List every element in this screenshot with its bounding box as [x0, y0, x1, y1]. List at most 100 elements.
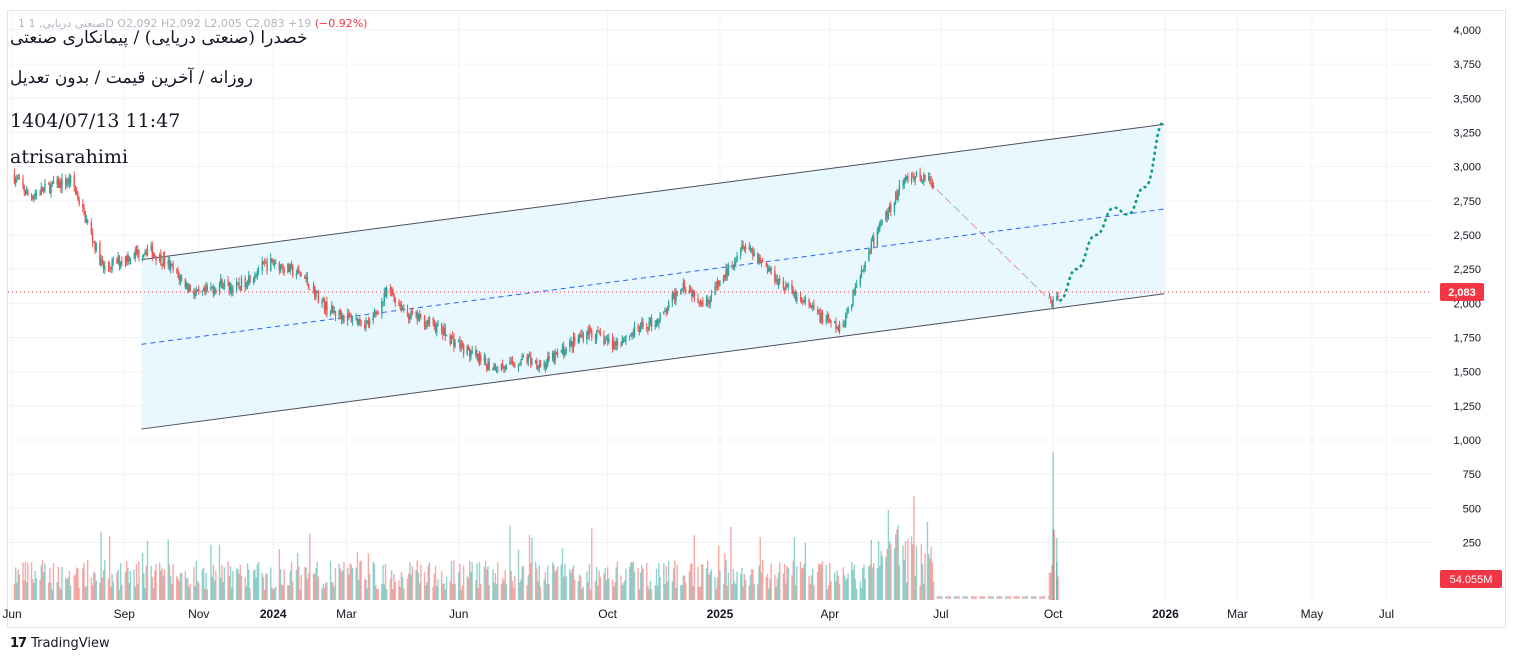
candle	[154, 254, 156, 256]
candle	[161, 264, 163, 266]
volume-bar	[138, 561, 140, 600]
candle	[1033, 283, 1035, 285]
candle	[420, 314, 422, 316]
volume-bar	[536, 568, 538, 600]
volume-bar	[924, 553, 926, 600]
candle	[338, 310, 340, 317]
candle	[278, 262, 281, 271]
candle	[458, 341, 460, 343]
volume-bar	[210, 544, 212, 600]
volume-bar	[733, 581, 736, 600]
candle	[510, 360, 512, 362]
candle	[459, 341, 461, 349]
volume-bar	[530, 562, 532, 600]
legend-symbol: 1 صنعتی دریایی, 1D	[18, 17, 114, 30]
volume-bar	[34, 570, 36, 600]
candle	[735, 261, 737, 263]
volume-bar	[843, 574, 846, 600]
candle	[793, 292, 796, 294]
candle	[91, 232, 94, 242]
volume-bar	[357, 579, 360, 600]
volume-bar	[672, 568, 675, 600]
volume-bar	[509, 525, 511, 600]
candle	[453, 337, 455, 347]
volume-bar	[819, 564, 821, 600]
candle	[187, 283, 189, 291]
volume-bar	[372, 561, 374, 600]
candle	[58, 181, 61, 188]
volume-bar	[287, 585, 289, 600]
candle	[650, 318, 653, 328]
volume-bar	[288, 585, 290, 600]
candle	[869, 251, 871, 253]
volume-bar	[650, 589, 653, 600]
volume-bar	[852, 570, 854, 600]
candle	[168, 260, 171, 270]
volume-bar	[332, 582, 334, 600]
volume-bar	[252, 570, 255, 600]
volume-bar	[893, 548, 896, 600]
volume-bar	[488, 585, 490, 600]
volume-bar	[1051, 564, 1053, 600]
candle	[128, 255, 130, 262]
candle	[449, 335, 451, 344]
candle	[41, 187, 44, 192]
volume-bar	[60, 588, 62, 600]
candle	[760, 261, 763, 263]
candle	[443, 327, 445, 335]
candle	[349, 315, 351, 317]
volume-bar	[324, 582, 327, 600]
candle	[17, 177, 19, 180]
candle	[613, 341, 615, 350]
volume-bar	[418, 583, 421, 600]
candle	[184, 278, 187, 288]
candle	[641, 322, 643, 327]
candle	[477, 353, 479, 362]
candle	[752, 250, 754, 256]
candle	[880, 221, 882, 223]
volume-bar	[766, 573, 769, 600]
volume-bar	[300, 575, 302, 600]
candle	[40, 187, 42, 195]
tradingview-brand[interactable]: 17 TradingView	[10, 636, 110, 651]
candle	[616, 340, 619, 346]
volume-bar	[454, 583, 456, 600]
candle	[312, 286, 315, 290]
volume-bar	[493, 582, 495, 600]
candle	[782, 280, 785, 288]
candle	[625, 336, 627, 341]
volume-bar	[768, 588, 770, 600]
volume-bar	[409, 562, 411, 600]
candle	[279, 265, 282, 271]
volume-bar	[453, 560, 455, 600]
candle	[1030, 281, 1032, 283]
volume-bar	[599, 577, 602, 600]
volume-bar	[83, 563, 85, 600]
candle	[409, 318, 411, 320]
volume-bar	[940, 596, 942, 599]
candle	[826, 315, 829, 320]
candle	[274, 262, 277, 264]
chart-frame	[7, 10, 1506, 628]
volume-bar	[348, 574, 350, 600]
candle	[538, 364, 540, 369]
volume-bar	[674, 560, 676, 600]
candle	[357, 318, 360, 325]
volume-bar	[964, 596, 966, 599]
volume-bar	[1024, 596, 1026, 599]
volume-bar	[390, 570, 393, 600]
volume-bar	[483, 566, 486, 600]
candle	[719, 281, 721, 286]
candle	[52, 181, 55, 185]
volume-bar	[307, 572, 310, 600]
x-tick-label: Jun	[2, 607, 21, 621]
candle	[578, 335, 581, 339]
volume-bar	[292, 581, 294, 600]
candle	[299, 271, 301, 275]
volume-bar	[709, 572, 711, 600]
volume-bar	[367, 553, 370, 600]
candle	[77, 193, 79, 200]
candle	[49, 183, 51, 193]
volume-bar	[658, 563, 660, 600]
